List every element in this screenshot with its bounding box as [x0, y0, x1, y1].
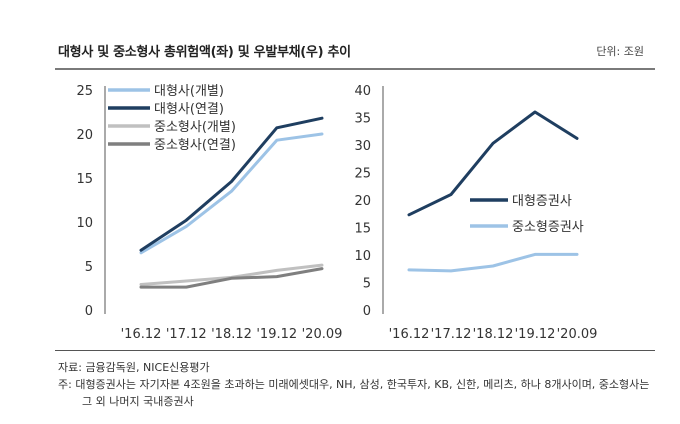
data-point	[275, 275, 278, 278]
y-tick-label: 15	[354, 222, 371, 237]
data-point	[491, 142, 495, 145]
y-tick-label: 25	[354, 167, 371, 182]
y-tick-label: 5	[85, 260, 93, 275]
data-point	[139, 248, 143, 252]
data-point	[320, 132, 324, 136]
bottom-rule	[55, 350, 655, 351]
y-tick-label: 10	[354, 249, 371, 264]
data-point	[320, 116, 324, 120]
x-tick-label: '16.12	[121, 327, 162, 342]
x-tick-label: '20.09	[557, 327, 598, 342]
data-point	[491, 264, 495, 268]
data-point	[230, 277, 233, 280]
data-point	[533, 253, 537, 256]
legend-label: 중소형사(연결)	[154, 138, 236, 153]
y-tick-label: 0	[85, 304, 93, 319]
x-tick-label: '17.12	[166, 327, 207, 342]
footnote-line-2: 그 외 나머지 국내증권사	[82, 395, 194, 408]
y-tick-label: 10	[76, 216, 93, 231]
x-tick-label: '18.12	[211, 327, 252, 342]
data-point	[185, 279, 188, 283]
series-line-2	[407, 252, 579, 273]
y-tick-label: 0	[363, 304, 371, 319]
left-chart-panel: 0 5 10 15 20 25 '16.12 '17.12 '18.12 '19.12 '20.09…	[76, 84, 342, 342]
data-point	[320, 267, 324, 270]
data-point	[230, 180, 233, 183]
data-point	[139, 251, 143, 254]
data-point	[185, 225, 188, 228]
x-tick-label: '16.12	[389, 327, 430, 342]
x-tick-label: '18.12	[473, 327, 514, 342]
y-tick-label: 40	[354, 84, 371, 99]
y-tick-label: 5	[363, 277, 371, 292]
x-tick-label: '20.09	[302, 327, 343, 342]
data-point	[275, 138, 278, 142]
y-tick-label: 25	[76, 84, 93, 99]
data-point	[575, 137, 579, 140]
data-point	[533, 110, 537, 114]
legend-label: 중소형증권사	[512, 220, 584, 235]
y-tick-label: 35	[354, 112, 371, 127]
data-point	[449, 269, 453, 273]
data-point	[185, 285, 188, 289]
data-point	[320, 263, 324, 267]
source-note: 자료: 금융감독원, NICE신용평가	[58, 361, 210, 374]
legend-label: 중소형사(개별)	[154, 120, 236, 135]
right-chart-panel: 0 5 10 15 20 25 30 35 40 '16.12'17.12'18.12'19.12…	[354, 84, 597, 342]
data-point	[407, 268, 411, 272]
data-point	[139, 283, 143, 286]
data-point	[275, 269, 278, 272]
x-tick-label: '19.12	[515, 327, 556, 342]
data-point	[230, 190, 233, 193]
data-point	[275, 126, 278, 130]
top-rule	[55, 68, 655, 70]
y-tick-label: 20	[354, 194, 371, 209]
chart-title: 대형사 및 중소형사 총위험액(좌) 및 우발부채(우) 추이	[58, 45, 351, 60]
y-tick-label: 30	[354, 139, 371, 154]
legend-label: 대형사(연결)	[154, 102, 224, 117]
data-point	[407, 213, 411, 217]
x-tick-label: '17.12	[431, 327, 472, 342]
y-tick-label: 20	[76, 128, 93, 143]
x-tick-label: '19.12	[256, 327, 297, 342]
unit-label: 단위: 조원	[596, 45, 644, 58]
data-point	[449, 193, 453, 196]
data-point	[139, 285, 143, 289]
data-point	[185, 219, 188, 222]
legend-label: 대형사(개별)	[154, 84, 224, 99]
footnote-line-1: 주: 대형증권사는 자기자본 4조원을 초과하는 미래에셋대우, NH, 삼성,…	[58, 378, 650, 391]
data-point	[575, 253, 579, 256]
legend-label: 대형증권사	[512, 194, 572, 209]
y-tick-label: 15	[76, 172, 93, 187]
